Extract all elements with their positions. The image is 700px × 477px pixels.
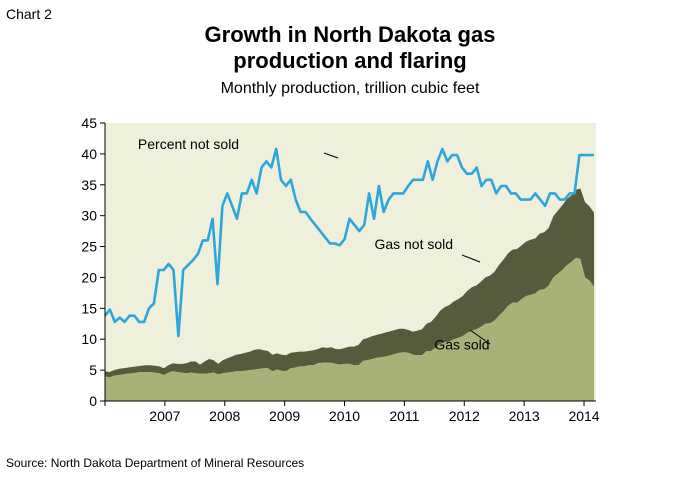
y-tick-label: 30 (81, 208, 97, 224)
chart-title-line-2: production and flaring (233, 48, 467, 73)
percent-not-sold-line (103, 147, 594, 338)
y-tick-label: 20 (81, 269, 97, 285)
line-series-group (103, 147, 594, 338)
annotation-leader-sold (469, 329, 491, 345)
x-tick-label: 2011 (389, 408, 419, 424)
x-tick-label: 2014 (568, 408, 599, 424)
x-tick-label: 2007 (149, 408, 180, 424)
x-tick-label: 2008 (209, 408, 240, 424)
y-tick-label: 5 (89, 362, 97, 378)
gas-not-sold-area (105, 188, 594, 378)
chart-title: Growth in North Dakota gas production an… (0, 22, 700, 74)
chart-svg: 0 5 10 15 20 25 30 35 40 45 2007 2008 2009 2010 2011 20… (81, 115, 599, 424)
x-tick-label: 2009 (269, 408, 300, 424)
axes-group: 0 5 10 15 20 25 30 35 40 45 2007 2008 2009 2010 2011 20… (81, 115, 599, 424)
x-tick-label: 2013 (509, 408, 540, 424)
y-tick-label: 10 (81, 331, 97, 347)
y-tick-label: 35 (81, 177, 97, 193)
annotations-group: Percent not sold Gas not sold Gas sold (138, 136, 491, 353)
annotation-leader-not-sold (461, 254, 481, 263)
chart-subtitle: Monthly production, trillion cubic feet (220, 80, 480, 97)
y-tick-label: 0 (89, 393, 97, 409)
annotation-leader-percent (323, 152, 339, 159)
y-tick-label: 25 (81, 239, 97, 255)
y-tick-label: 45 (81, 115, 97, 131)
x-tick-label: 2010 (329, 408, 360, 424)
y-tick-label: 40 (81, 146, 97, 162)
gas-sold-area (105, 257, 594, 401)
annotation-label: Gas not sold (374, 236, 453, 252)
y-tick-label: 15 (81, 300, 97, 316)
chart-title-line-1: Growth in North Dakota gas (204, 22, 496, 47)
chart-number-label: Chart 2 (6, 6, 52, 22)
x-tick-label: 2012 (449, 408, 480, 424)
source-note: Source: North Dakota Department of Miner… (6, 456, 305, 470)
annotation-label: Gas sold (434, 337, 489, 353)
area-series-group (105, 188, 594, 401)
annotation-label: Percent not sold (138, 136, 239, 152)
